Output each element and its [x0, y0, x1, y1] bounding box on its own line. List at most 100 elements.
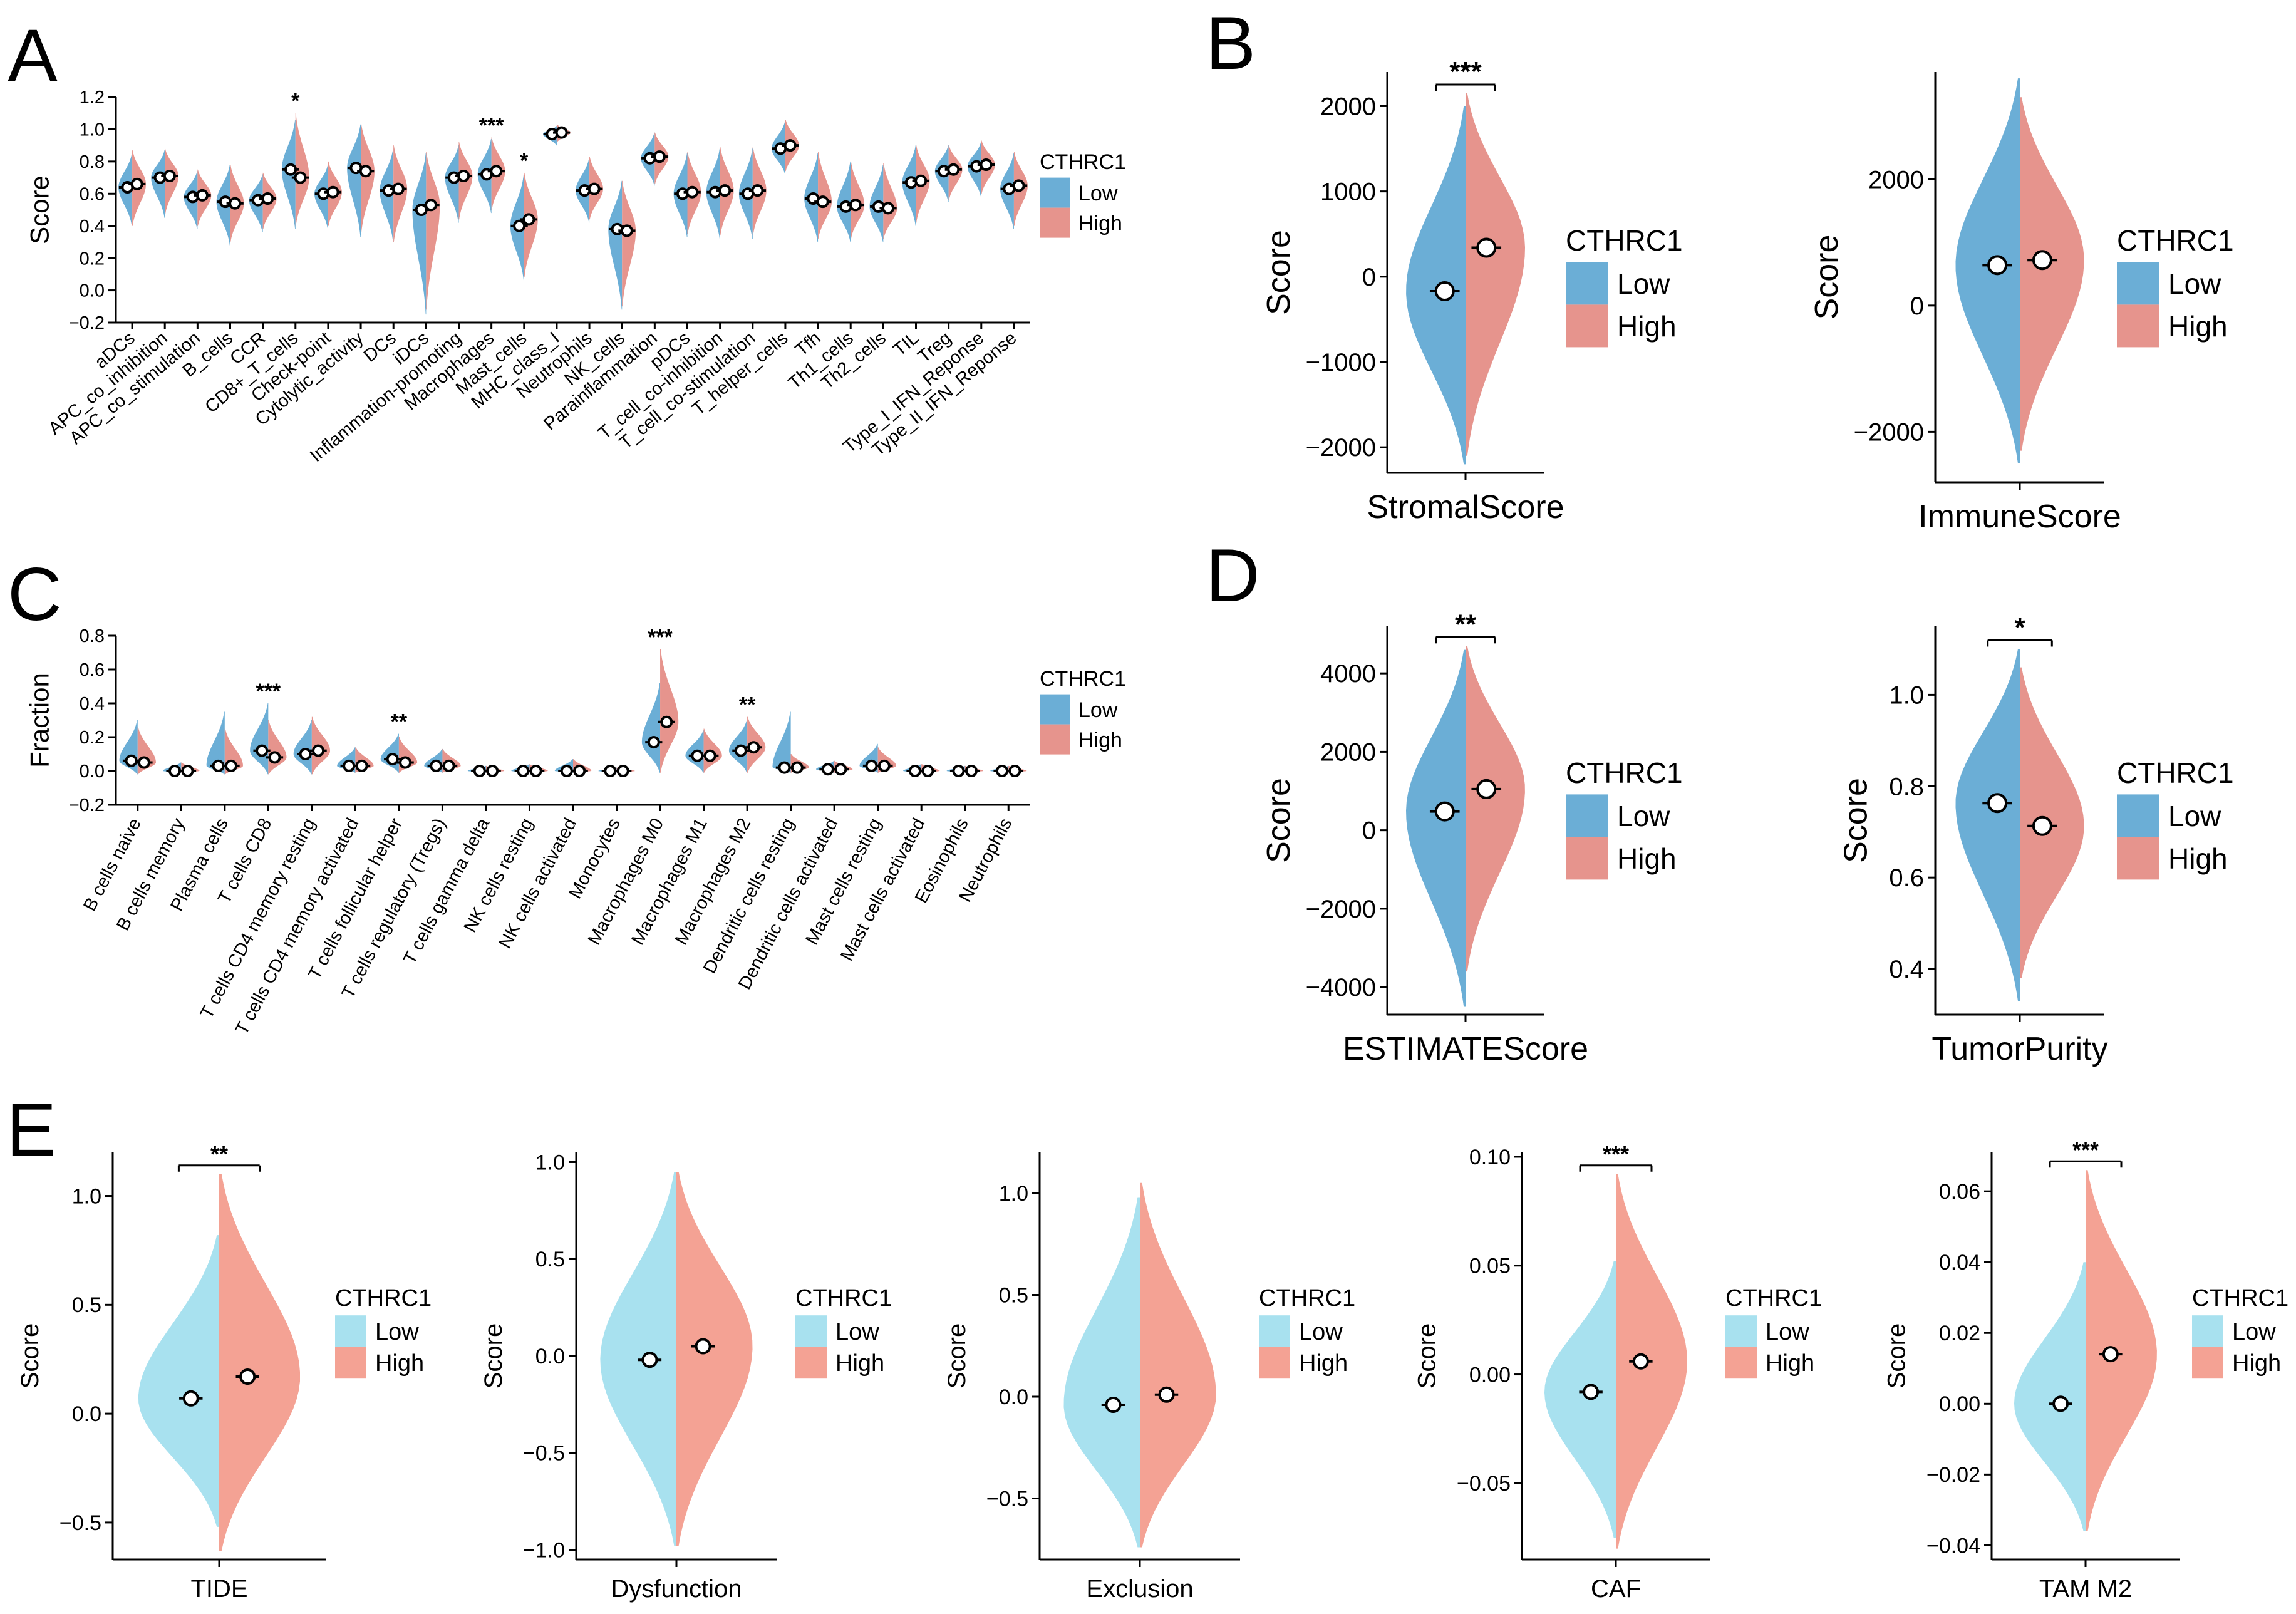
B1-violin-low [1406, 106, 1466, 465]
E5-significance: *** [2072, 1137, 2099, 1162]
E4-ylabel: Score [1413, 1323, 1440, 1389]
A-high-median [718, 184, 732, 197]
E3-legend-swatch-low [1259, 1315, 1290, 1347]
C-ytick-label: 0.2 [80, 728, 105, 748]
E5-legend-high: High [2232, 1350, 2281, 1377]
A-high-median [914, 174, 928, 187]
B1-low-median [1434, 281, 1455, 301]
C-significance: ** [391, 710, 408, 734]
E5-legend-swatch-low [2192, 1315, 2223, 1347]
C-ytick-label: 0.4 [80, 694, 105, 714]
E1-legend-swatch-low [335, 1315, 366, 1347]
E3-ytick-label: 1.0 [999, 1182, 1028, 1206]
C-high-median [225, 759, 238, 772]
A-high-median [425, 199, 438, 212]
A-low-median [513, 219, 526, 232]
D2-low-median [1987, 793, 2008, 814]
A-high-median [490, 165, 503, 178]
panel-D1: D −4000 −2000 0 2000 4000 Score ** ESTIMATEScore… [1206, 534, 1683, 1067]
A-violin-low [445, 145, 459, 223]
E1-legend-low: Low [375, 1319, 419, 1345]
panel-D2: 0.4 0.6 0.8 1.0 Score * TumorPurity CTHRC1 Low Hi… [1838, 612, 2233, 1067]
D1-legend-swatch-low [1566, 794, 1608, 837]
C-high-median [573, 765, 586, 777]
panel-A: A−0.20.00.20.40.60.81.01.2ScoreaDCsAPC_c… [8, 14, 1126, 466]
A-violin-high [883, 163, 897, 239]
D2-ytick-label: 0.4 [1889, 956, 1924, 983]
A-low-median [153, 171, 167, 184]
E5-ytick-label: 0.04 [1939, 1251, 1980, 1275]
panel-E2: −1.0 −0.5 0.0 0.5 1.0 Score Dysfunction CTHRC1 L… [480, 1151, 892, 1603]
E5-ytick-label: −0.02 [1926, 1463, 1980, 1487]
D2-legend-high: High [2168, 842, 2228, 875]
A-low-median [578, 184, 591, 197]
C-low-median [778, 761, 791, 774]
E3-high-median [1158, 1386, 1175, 1403]
A-low-median [676, 187, 689, 200]
C-low-median [691, 749, 704, 762]
C-high-median [660, 715, 673, 728]
E2-violin-high [676, 1171, 753, 1546]
A-high-median [980, 158, 993, 171]
C-low-median [256, 744, 269, 757]
C-high-median [529, 765, 542, 777]
A-high-median [686, 185, 699, 199]
A-high-median [294, 171, 307, 184]
E1-ytick-label: 0.0 [72, 1402, 101, 1426]
C-high-median [442, 759, 455, 772]
E5-high-median [2102, 1346, 2119, 1363]
E2-ytick-label: 1.0 [535, 1151, 565, 1174]
C-high-median [399, 756, 412, 769]
A-ytick-label: −0.2 [69, 313, 105, 333]
A-category-24: TIL [889, 145, 930, 360]
D2-ylabel: Score [1838, 778, 1874, 863]
C-low-median [560, 765, 573, 777]
B2-violin-high [2020, 97, 2084, 451]
D1-xlabel: ESTIMATEScore [1343, 1031, 1588, 1067]
B1-ytick-label: 0 [1362, 264, 1376, 291]
C-low-median [647, 736, 660, 749]
C-low-median [343, 759, 356, 772]
D2-legend-low: Low [2168, 800, 2221, 832]
E1-xlabel: TIDE [190, 1575, 247, 1603]
B1-ytick-label: −2000 [1306, 434, 1376, 462]
B1-xlabel: StromalScore [1367, 489, 1564, 525]
C-violin-low [772, 711, 791, 773]
E1-violin-low [138, 1235, 219, 1527]
B2-xlabel: ImmuneScore [1918, 499, 2121, 535]
B2-high-median [2032, 250, 2052, 271]
D2-significance: * [2014, 612, 2025, 643]
C-legend-title: CTHRC1 [1040, 667, 1126, 691]
C-low-median [125, 754, 138, 767]
B2-ytick-label: 0 [1910, 292, 1924, 320]
A-violin-high [361, 123, 375, 234]
D1-ytick-label: 2000 [1320, 738, 1376, 766]
panel-E5: −0.04 −0.02 0.00 0.02 0.04 0.06 Score *** TAM M2… [1883, 1137, 2288, 1603]
A-violin-high [622, 180, 636, 307]
C-high-median [964, 765, 978, 777]
E5-legend-swatch-high [2192, 1347, 2223, 1379]
C-legend-swatch-low [1040, 694, 1070, 725]
C-low-median [386, 753, 399, 766]
E2-ytick-label: −1.0 [523, 1538, 565, 1562]
C-low-median [604, 765, 617, 777]
C-high-median [747, 741, 760, 754]
E4-legend-high: High [1766, 1350, 1814, 1377]
A-violin-low [412, 153, 427, 315]
A-significance: * [520, 149, 529, 173]
panel-E3: −0.5 0.0 0.5 1.0 Score Exclusion CTHRC1 Low High [943, 1152, 1355, 1603]
C-low-median [952, 765, 965, 777]
E4-legend-title: CTHRC1 [1725, 1285, 1822, 1311]
C-low-median [734, 744, 747, 757]
A-high-median [196, 189, 209, 202]
A-high-median [261, 192, 274, 205]
E4-ytick-label: 0.10 [1469, 1146, 1511, 1169]
E3-ylabel: Score [943, 1323, 971, 1389]
E5-violin-low [2014, 1262, 2086, 1531]
C-violin-low [293, 720, 312, 775]
C-high-median [268, 751, 281, 764]
A-low-median [904, 176, 918, 189]
A-ytick-label: 1.0 [80, 120, 105, 140]
E4-ytick-label: 0.05 [1469, 1254, 1511, 1278]
